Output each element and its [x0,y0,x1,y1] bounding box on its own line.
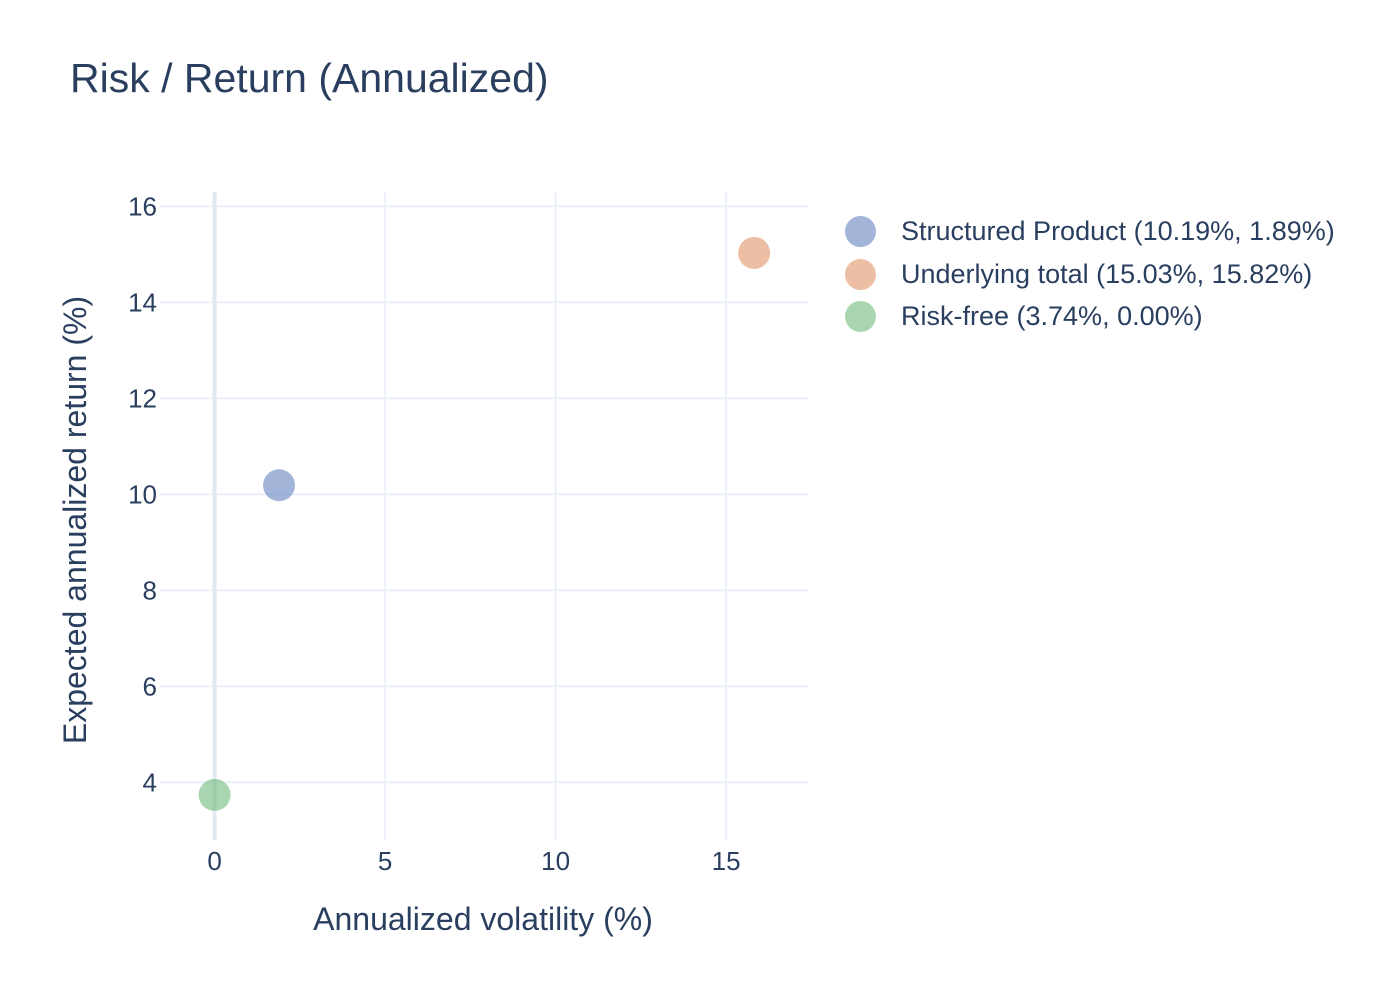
y-axis-ticks: 4 6 8 10 12 14 16 [128,191,157,797]
legend-swatch [845,216,876,247]
y-tick-label: 4 [143,767,157,797]
legend-swatch [845,258,876,290]
chart-title: Risk / Return (Annualized) [70,55,549,101]
y-tick-label: 10 [128,479,157,509]
data-point [263,469,296,502]
x-tick-label: 10 [541,846,570,876]
x-axis-label: Annualized volatility (%) [313,901,653,937]
legend-label: Underlying total (15.03%, 15.82%) [901,258,1313,289]
y-tick-label: 14 [128,287,157,317]
legend-label: Risk-free (3.74%, 0.00%) [901,301,1203,331]
x-axis-ticks: 0 5 10 15 [207,846,740,876]
x-tick-label: 15 [712,846,741,876]
data-point [738,236,771,269]
y-tick-label: 6 [143,671,157,701]
legend-label: Structured Product (10.19%, 1.89%) [901,216,1335,246]
data-point [198,778,231,811]
y-tick-label: 12 [128,383,157,413]
data-points [198,236,771,811]
grid-lines [160,192,808,840]
y-axis-label: Expected annualized return (%) [57,296,93,744]
x-tick-label: 0 [207,846,221,876]
y-tick-label: 16 [128,191,157,221]
x-tick-label: 5 [378,846,392,876]
y-tick-label: 8 [143,575,157,605]
legend-swatch [845,301,876,332]
